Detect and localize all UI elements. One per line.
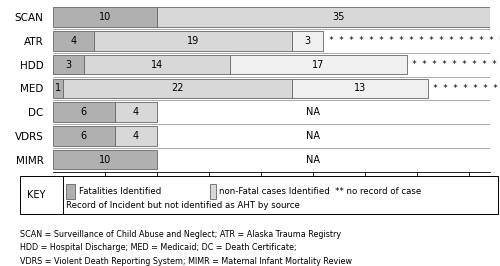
Bar	[94, 31, 292, 51]
Text: 6: 6	[80, 131, 87, 141]
Text: NA: NA	[306, 131, 320, 141]
Bar	[230, 55, 406, 74]
Text: 17: 17	[312, 60, 324, 70]
Bar	[292, 31, 324, 51]
Bar	[52, 31, 94, 51]
Bar	[52, 126, 115, 146]
Text: 22: 22	[171, 84, 184, 93]
Text: 4: 4	[133, 131, 139, 141]
Text: Record of Incident but not identified as AHT by source: Record of Incident but not identified as…	[66, 201, 300, 210]
Bar	[292, 79, 428, 98]
Text: non-Fatal cases Identified  ** no record of case: non-Fatal cases Identified ** no record …	[220, 187, 422, 196]
Text: SCAN = Surveillance of Child Abuse and Neglect; ATR = Alaska Trauma Registry: SCAN = Surveillance of Child Abuse and N…	[20, 230, 341, 239]
Text: 1: 1	[54, 84, 61, 93]
Text: VDRS = Violent Death Reporting System; MIMR = Maternal Infant Mortality Review: VDRS = Violent Death Reporting System; M…	[20, 257, 352, 266]
Bar	[52, 55, 84, 74]
Bar	[156, 7, 500, 27]
Text: KEY: KEY	[26, 190, 45, 200]
Text: 35: 35	[333, 12, 345, 22]
Text: 4: 4	[70, 36, 76, 46]
Bar	[84, 55, 230, 74]
Text: NA: NA	[306, 107, 320, 117]
Text: 19: 19	[187, 36, 199, 46]
Text: Fatalities Identified: Fatalities Identified	[79, 187, 161, 196]
Bar	[52, 7, 156, 27]
Text: * * * * * * * * * * *: * * * * * * * * * * *	[412, 60, 500, 69]
Text: 14: 14	[150, 60, 163, 70]
Bar	[63, 79, 292, 98]
Text: HDD = Hospital Discharge; MED = Medicaid; DC = Death Certificate;: HDD = Hospital Discharge; MED = Medicaid…	[20, 243, 296, 252]
Bar	[52, 150, 156, 169]
Bar	[115, 126, 156, 146]
Text: 4: 4	[133, 107, 139, 117]
Text: 10: 10	[98, 155, 110, 165]
Text: 10: 10	[98, 12, 110, 22]
Text: NA: NA	[306, 155, 320, 165]
Text: * * * * * * * * * * * * * * * * * *: * * * * * * * * * * * * * * * * * *	[328, 36, 500, 45]
Text: 6: 6	[80, 107, 87, 117]
Bar	[52, 79, 63, 98]
Text: * * * * * * * * * *: * * * * * * * * * *	[432, 84, 500, 93]
Text: 3: 3	[304, 36, 311, 46]
Bar	[115, 102, 156, 122]
Text: 13: 13	[354, 84, 366, 93]
Bar	[52, 102, 115, 122]
Text: 3: 3	[65, 60, 71, 70]
